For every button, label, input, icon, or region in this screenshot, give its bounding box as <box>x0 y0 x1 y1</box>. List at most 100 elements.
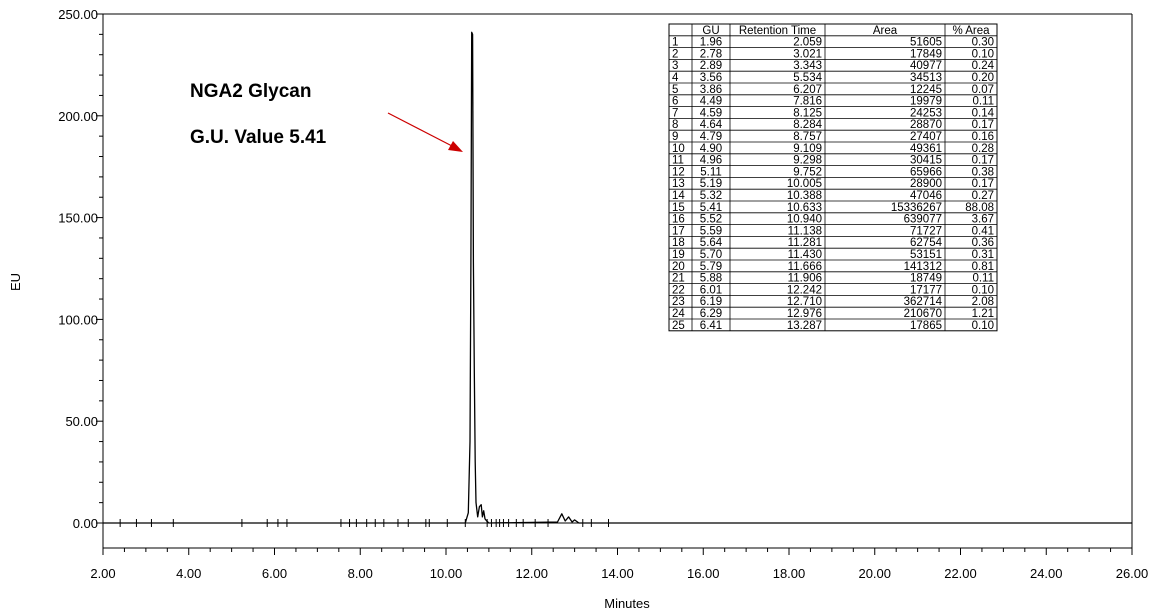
table-cell: 13 <box>672 178 685 190</box>
table-cell: 23 <box>672 296 685 308</box>
table-cell: 25 <box>672 320 685 332</box>
annotation-glycan-name: NGA2 Glycan <box>190 81 311 102</box>
annotation-arrow-head <box>448 141 463 152</box>
y-tick-label: 100.00 <box>58 312 98 327</box>
x-tick-label: 14.00 <box>601 566 634 581</box>
table-cell: 19979 <box>910 96 942 108</box>
table-cell: 4.96 <box>700 155 722 167</box>
table-cell: 71727 <box>910 225 942 237</box>
table-cell: 17177 <box>910 284 942 296</box>
table-cell: 22 <box>672 284 685 296</box>
table-cell: 141312 <box>904 261 942 273</box>
table-cell: 3.56 <box>700 72 722 84</box>
y-tick-label: 150.00 <box>58 211 98 226</box>
table-cell: 6 <box>672 96 678 108</box>
y-tick-label: 50.00 <box>65 414 98 429</box>
table-cell: 51605 <box>910 37 942 49</box>
table-cell: 12.242 <box>787 284 822 296</box>
table-cell: 2 <box>672 48 678 60</box>
table-cell: 4.79 <box>700 131 722 143</box>
table-cell: 18749 <box>910 273 942 285</box>
table-cell: 5.32 <box>700 190 722 202</box>
x-tick-label: 24.00 <box>1030 566 1063 581</box>
table-cell: 14 <box>672 190 685 202</box>
table-cell: 0.27 <box>972 190 994 202</box>
table-cell: 0.41 <box>972 225 994 237</box>
table-cell: 12.976 <box>787 308 822 320</box>
table-header: GU <box>702 25 719 37</box>
table-cell: 5.70 <box>700 249 722 261</box>
table-cell: 12245 <box>910 84 942 96</box>
table-cell: 0.38 <box>972 166 994 178</box>
table-cell: 4 <box>672 72 679 84</box>
annotation-gu-value: G.U. Value 5.41 <box>190 127 327 148</box>
table-cell: 20 <box>672 261 685 273</box>
table-cell: 6.41 <box>700 320 722 332</box>
table-cell: 4.59 <box>700 107 722 119</box>
table-cell: 5.79 <box>700 261 722 273</box>
table-cell: 11 <box>672 155 684 167</box>
table-cell: 2.08 <box>972 296 994 308</box>
table-cell: 15336267 <box>891 202 942 214</box>
table-cell: 1.21 <box>972 308 994 320</box>
table-cell: 3.67 <box>972 214 994 226</box>
table-cell: 12.710 <box>787 296 822 308</box>
table-cell: 2.059 <box>793 37 822 49</box>
table-cell: 6.29 <box>700 308 722 320</box>
table-cell: 0.10 <box>972 48 994 60</box>
table-cell: 0.14 <box>972 107 995 119</box>
table-cell: 0.81 <box>972 261 994 273</box>
table-cell: 0.11 <box>972 96 994 108</box>
table-cell: 53151 <box>910 249 942 261</box>
table-cell: 0.11 <box>972 273 994 285</box>
table-cell: 8 <box>672 119 678 131</box>
table-cell: 0.17 <box>972 155 994 167</box>
table-cell: 6.01 <box>700 284 722 296</box>
table-header: Retention Time <box>739 25 816 37</box>
x-axis: 2.00 4.00 6.00 8.00 10.00 12.00 14.00 16.00 18.0… <box>90 548 1148 581</box>
table-cell: 24 <box>672 308 685 320</box>
table-cell: 11.666 <box>788 261 822 273</box>
table-cell: 0.10 <box>972 284 994 296</box>
table-cell: 0.36 <box>972 237 994 249</box>
table-cell: 3 <box>672 60 678 72</box>
x-tick-label: 16.00 <box>687 566 720 581</box>
y-axis: 0.00 50.00 100.00 150.00 200.00 250.00 <box>58 7 103 531</box>
table-cell: 10.005 <box>787 178 822 190</box>
table-cell: 0.17 <box>972 178 994 190</box>
table-cell: 4.49 <box>700 96 722 108</box>
table-cell: 1.96 <box>700 37 722 49</box>
table-cell: 0.10 <box>972 320 994 332</box>
table-cell: 2.89 <box>700 60 722 72</box>
table-cell: 28870 <box>910 119 942 131</box>
table-cell: 9.752 <box>793 166 822 178</box>
table-cell: 40977 <box>910 60 942 72</box>
table-cell: 3.343 <box>793 60 822 72</box>
table-cell: 10.633 <box>787 202 822 214</box>
table-header: % Area <box>952 25 990 37</box>
table-cell: 16 <box>672 214 685 226</box>
table-cell: 62754 <box>910 237 943 249</box>
x-tick-label: 6.00 <box>262 566 287 581</box>
table-cell: 17865 <box>910 320 942 332</box>
table-cell: 24253 <box>910 107 942 119</box>
table-cell: 88.08 <box>965 202 994 214</box>
table-cell: 28900 <box>910 178 942 190</box>
table-cell: 21 <box>672 273 685 285</box>
table-cell: 0.28 <box>972 143 994 155</box>
table-cell: 0.16 <box>972 131 994 143</box>
table-cell: 7 <box>672 107 678 119</box>
table-cell: 9.109 <box>793 143 822 155</box>
table-cell: 5.88 <box>700 273 722 285</box>
table-cell: 19 <box>672 249 685 261</box>
x-tick-label: 10.00 <box>430 566 463 581</box>
table-cell: 18 <box>672 237 685 249</box>
table-cell: 8.284 <box>793 119 822 131</box>
x-tick-label: 2.00 <box>90 566 115 581</box>
x-axis-title: Minutes <box>604 596 650 611</box>
table-cell: 6.19 <box>700 296 722 308</box>
table-cell: 9.298 <box>793 155 822 167</box>
table-cell: 5.59 <box>700 225 722 237</box>
